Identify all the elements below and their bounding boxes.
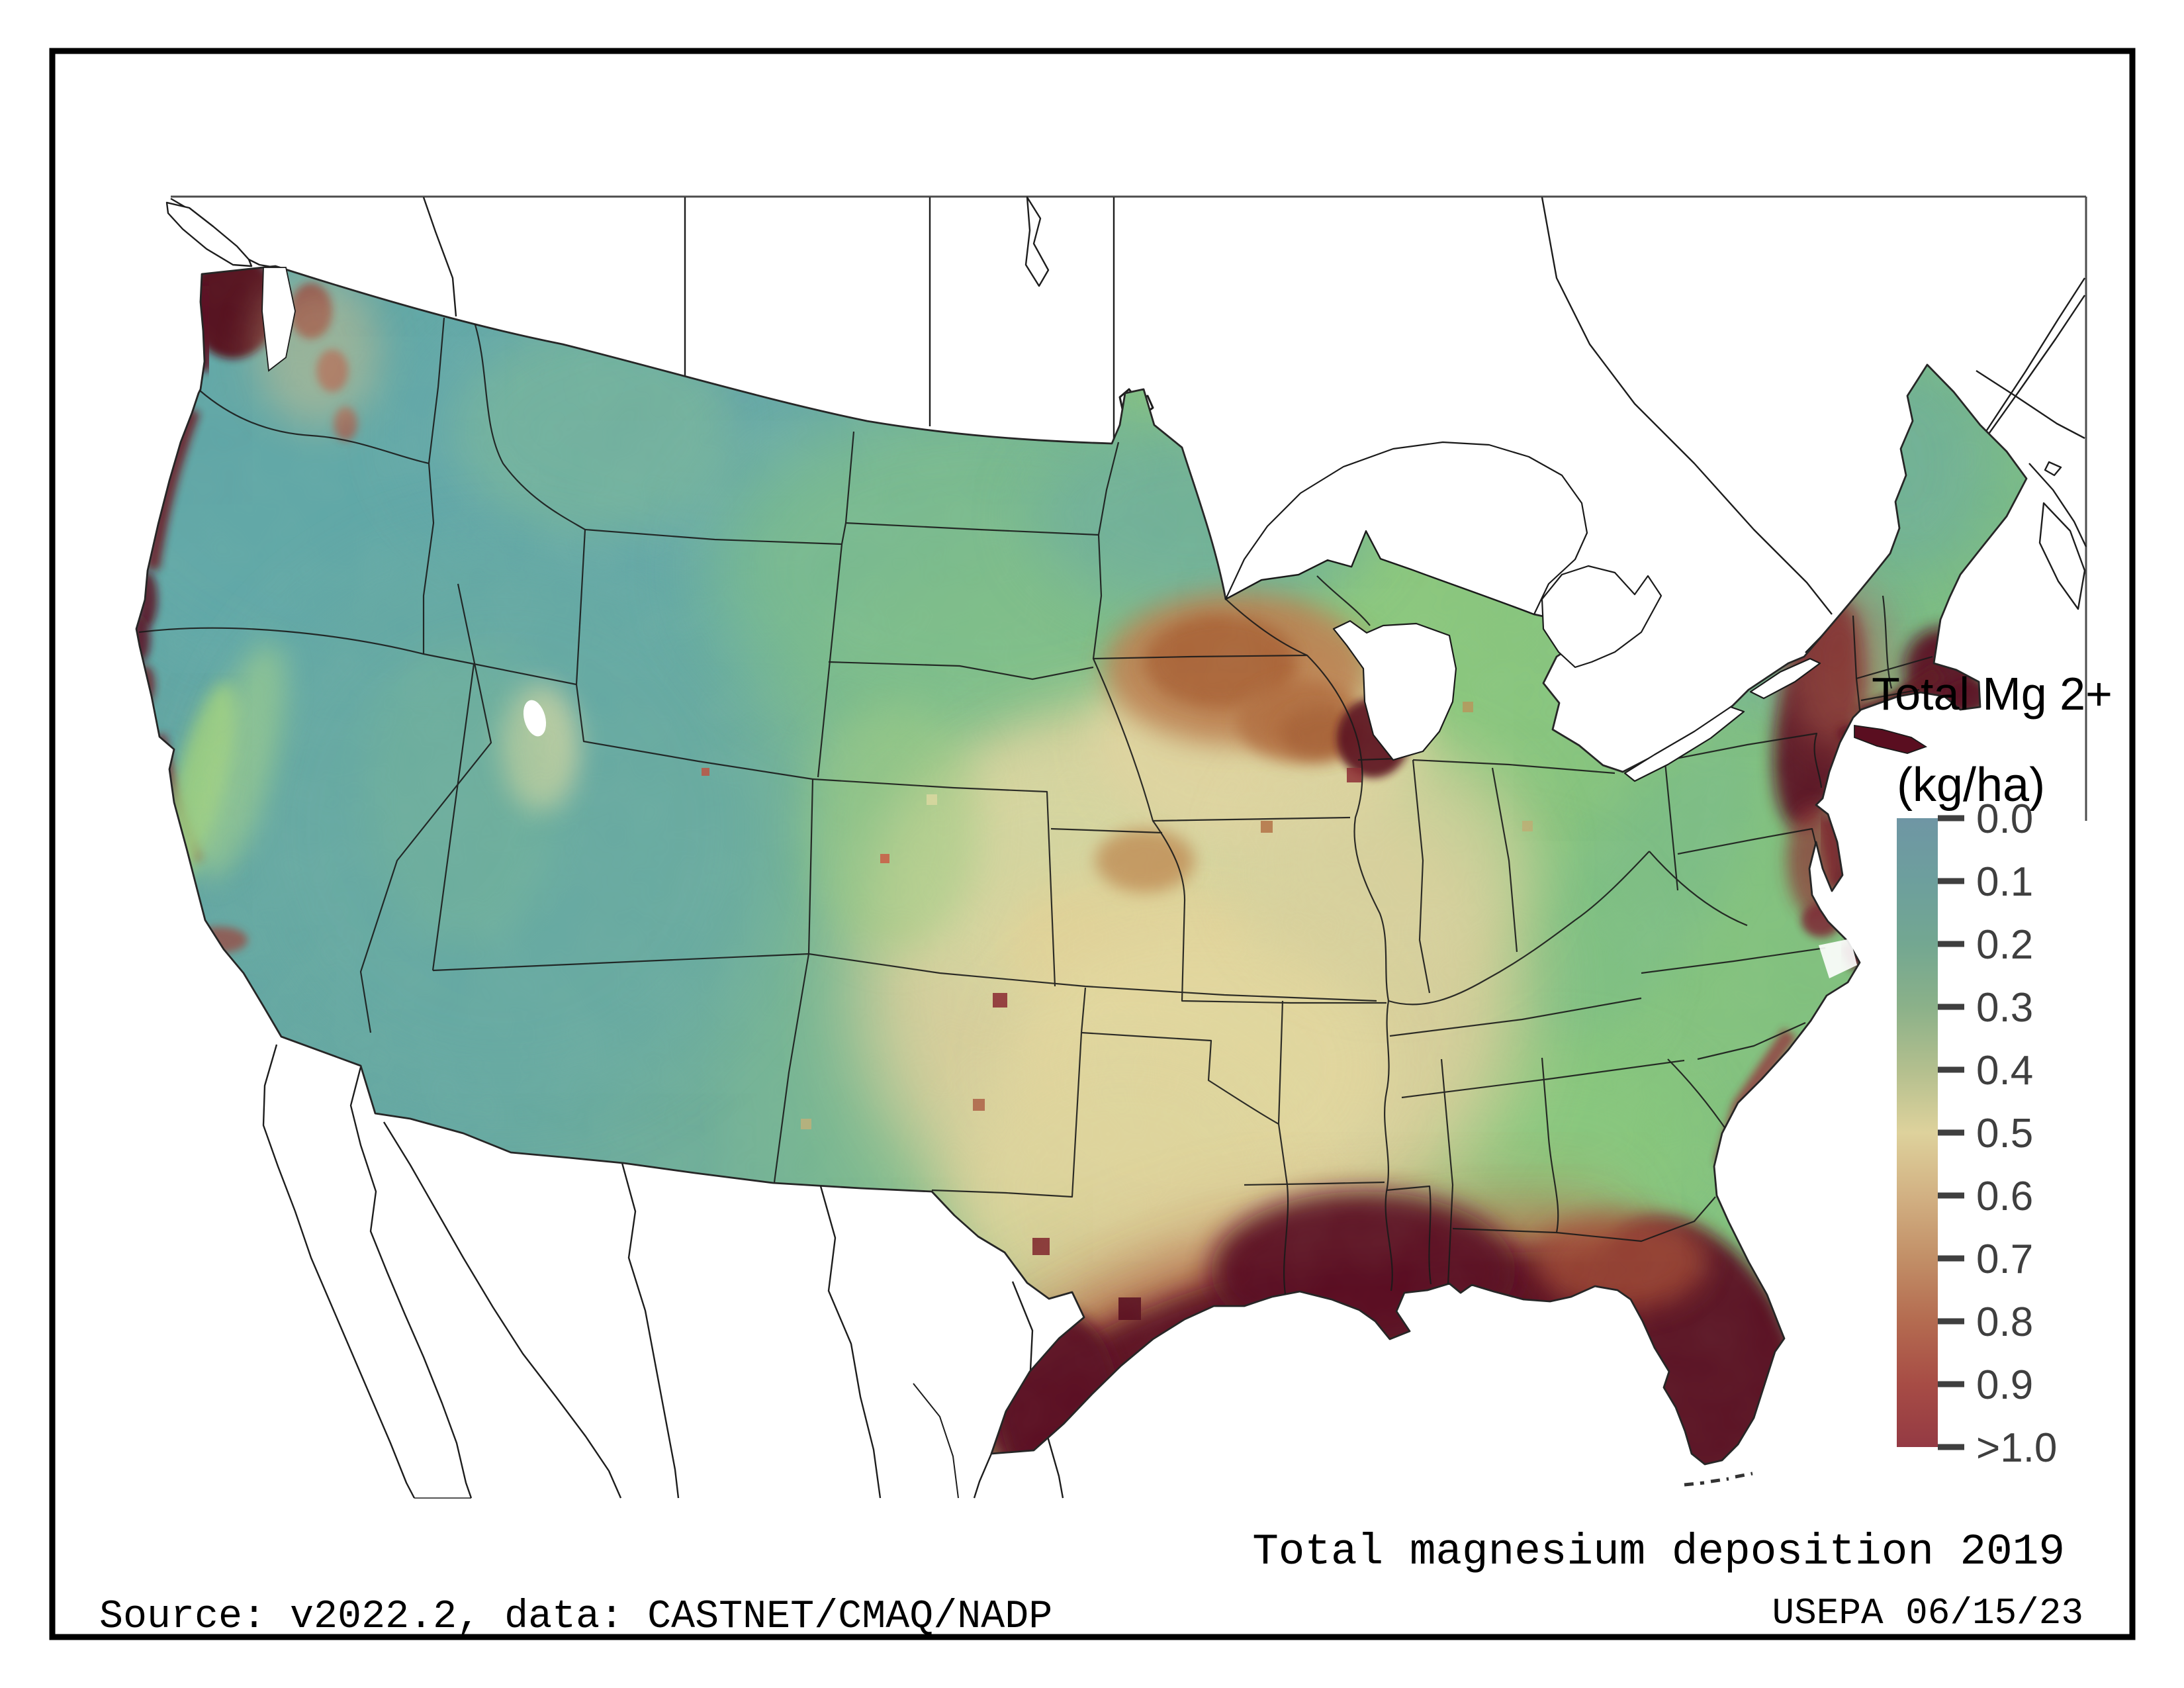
colorbar-tick-labels: 0.0 0.1 0.2 0.3 0.4 0.5 0.6 0.7 0.8 0.9 …	[1976, 796, 2057, 1471]
legend-units: (kg/ha)	[1897, 759, 2045, 812]
long-island	[1854, 724, 1928, 754]
svg-text:0.4: 0.4	[1976, 1048, 2033, 1094]
agency-caption: USEPA 06/15/23	[1772, 1592, 2083, 1634]
figure-frame	[49, 48, 2136, 1640]
great-salt-lake	[523, 700, 547, 737]
map-title: Total magnesium deposition 2019	[1252, 1527, 2065, 1577]
florida-keys	[1684, 1472, 1753, 1487]
us-outline	[135, 265, 2028, 1466]
svg-text:0.8: 0.8	[1976, 1299, 2033, 1345]
svg-text:0.6: 0.6	[1976, 1174, 2033, 1219]
lake-huron	[1541, 565, 1662, 669]
lake-michigan	[1332, 620, 1457, 761]
puget-sound	[261, 267, 296, 372]
map-neatline	[171, 195, 2087, 821]
svg-text:0.1: 0.1	[1976, 859, 2033, 905]
mexico-boundaries	[262, 1044, 1064, 1499]
svg-text:>1.0: >1.0	[1976, 1425, 2057, 1471]
source-caption: Source: v2022.2, data: CASTNET/CMAQ/NADP	[99, 1595, 1052, 1640]
svg-text:0.3: 0.3	[1976, 985, 2033, 1031]
lake-ontario	[1749, 657, 1821, 700]
colorbar	[1897, 818, 1938, 1447]
lake-superior	[1224, 441, 1588, 616]
state-boundaries	[138, 317, 1933, 1295]
svg-text:0.7: 0.7	[1976, 1237, 2033, 1282]
pamlico-sound	[1819, 939, 1857, 978]
svg-text:0.9: 0.9	[1976, 1362, 2033, 1408]
legend-title: Total Mg 2+	[1872, 668, 2113, 720]
svg-text:0.2: 0.2	[1976, 922, 2033, 968]
legend: Total Mg 2+ (kg/ha) 0.0 0.1 0.2 0.3 0.4 …	[1872, 668, 2113, 1471]
great-lakes	[523, 441, 1821, 782]
coastal-water-details	[261, 267, 1928, 1487]
colorbar-ticks	[1938, 815, 1964, 1450]
svg-text:0.0: 0.0	[1976, 796, 2033, 842]
svg-text:0.5: 0.5	[1976, 1111, 2033, 1156]
lake-erie	[1623, 706, 1745, 782]
